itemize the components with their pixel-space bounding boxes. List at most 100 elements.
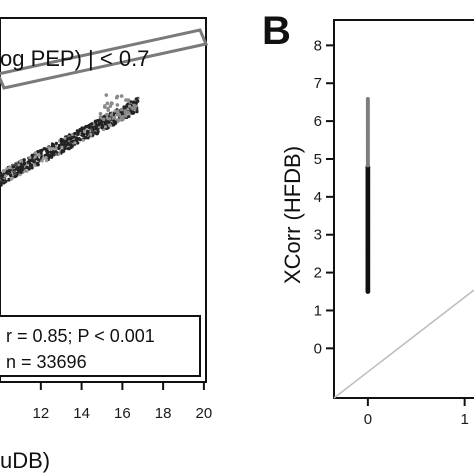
data-point [0,179,1,183]
data-point [75,139,79,143]
data-point [128,104,132,108]
data-point [80,126,84,130]
data-point [103,105,107,109]
data-point [63,146,67,150]
data-point [132,103,137,108]
data-point [123,114,128,118]
data-point [105,101,110,106]
data-point [66,147,71,151]
panel-a-frame [0,17,207,383]
scatter-points-b [365,97,371,294]
data-point [5,169,10,173]
data-point [59,138,64,142]
data-point [30,158,35,162]
data-point [60,145,64,149]
data-point [91,125,95,129]
data-point [66,141,70,146]
data-point [87,125,91,130]
data-point [84,124,88,129]
data-point [20,165,24,169]
x-tick-label: 18 [155,405,172,422]
data-point [8,173,13,177]
data-point [49,154,53,158]
data-point [132,100,136,105]
data-point [73,131,77,136]
y-tick-label: 0 [314,340,322,357]
data-point [95,124,99,128]
data-point [96,130,100,134]
y-axis-label-b: XCorr (HFDB) [280,146,305,284]
data-point [127,114,131,118]
data-point [113,120,117,124]
data-point [82,129,87,134]
data-point [119,107,124,112]
data-point [28,156,32,160]
data-point [63,136,67,140]
data-point [30,166,34,170]
data-point [98,115,103,119]
data-point [94,121,98,125]
data-point [36,150,41,154]
data-point [26,160,30,164]
data-point [33,151,38,155]
data-point [69,143,73,147]
data-point [109,101,114,105]
data-point [133,106,137,110]
data-point [80,132,84,136]
data-point [54,141,59,145]
data-point [90,122,94,126]
data-point [126,98,130,102]
data-point [83,136,87,140]
data-point [15,167,19,171]
data-point [41,157,45,161]
y-tick-label: 8 [314,37,322,54]
data-point [100,125,104,129]
data-point [59,143,63,147]
data-point [365,97,370,101]
x-ticks-a: 12 14 16 18 20 [32,382,212,422]
data-point [134,101,138,105]
data-point [44,156,48,160]
data-point [4,174,8,178]
data-point [130,106,134,110]
data-point [107,120,111,124]
data-point [109,113,114,117]
data-point [107,117,112,121]
data-point [64,143,68,147]
data-point [13,174,18,178]
data-point [76,141,80,145]
y-tick-label: 7 [314,75,322,92]
data-point [116,113,121,117]
data-point [26,166,30,170]
y-tick-label: 1 [314,302,322,319]
data-point [25,169,29,173]
data-point [18,159,22,163]
x-tick-label: 20 [196,405,213,422]
data-point [126,110,130,115]
data-point [62,149,66,153]
data-point [9,165,13,169]
data-point [37,153,41,157]
data-point [103,125,107,129]
data-point [0,181,2,185]
data-point [5,167,9,171]
data-point [81,134,85,138]
data-point [119,94,124,98]
stats-box [0,315,201,377]
data-point [33,155,37,159]
data-point [57,152,61,156]
data-point [81,138,85,142]
data-point [130,111,134,115]
data-point [40,148,44,152]
y-tick-label: 3 [314,227,322,244]
y-tick-label: 6 [314,113,322,130]
stat-n: n = 33696 [6,352,87,372]
data-point [86,129,90,133]
annotation-band [0,28,209,90]
data-point [51,143,56,147]
data-point [108,104,113,108]
data-point [17,162,21,167]
x-axis-label-a: uDB) [0,448,50,473]
